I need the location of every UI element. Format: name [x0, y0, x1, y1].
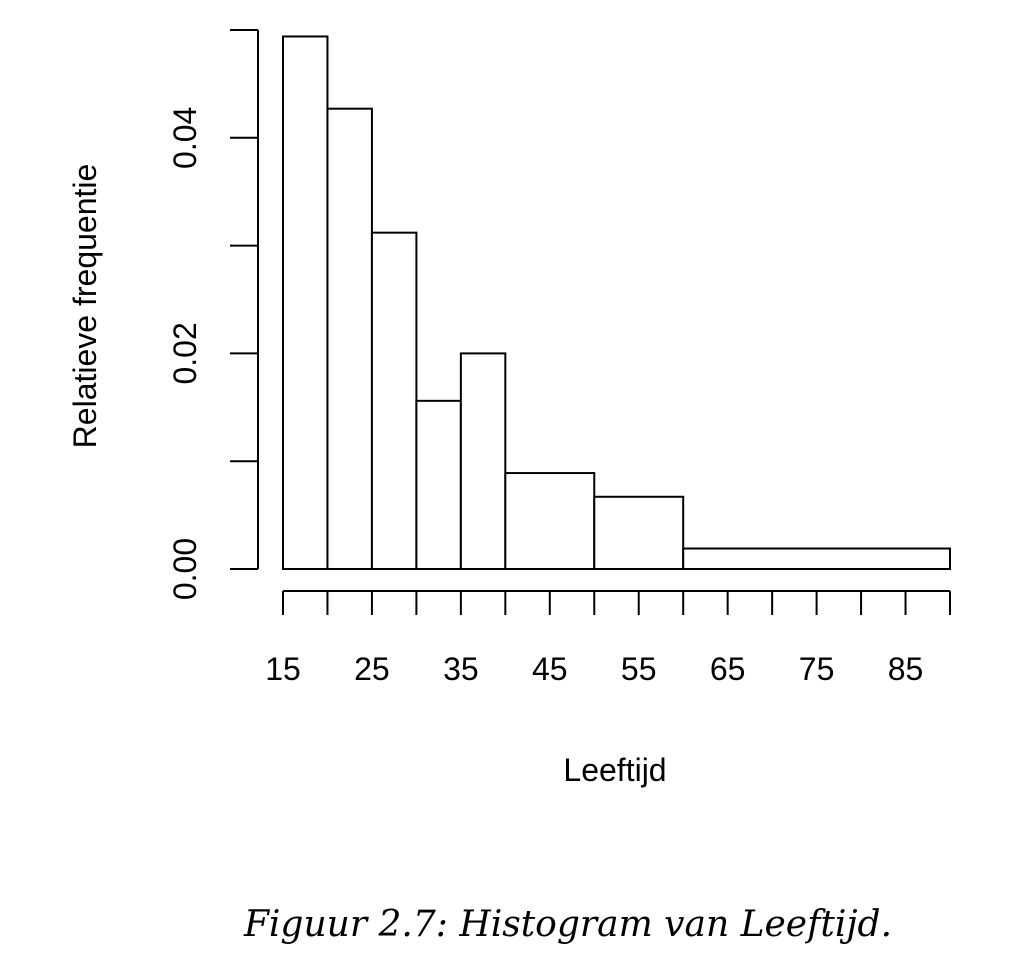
histogram-bar-20-25	[326, 107, 373, 570]
x-tick-label: 15	[265, 651, 301, 687]
figure-caption: Figuur 2.7: Histogram van Leeftijd.	[243, 904, 892, 945]
histogram-bar-30-35	[415, 399, 462, 570]
x-tick-label: 85	[888, 651, 924, 687]
histogram-bar-25-30	[370, 231, 418, 570]
x-tick-label: 25	[354, 651, 390, 687]
x-tick-label: 75	[799, 651, 835, 687]
y-axis: 0.00 0.02 0.04	[167, 29, 259, 600]
histogram-bars	[282, 35, 951, 571]
x-axis: 15 25 35 45 55 65 75 85	[265, 590, 951, 687]
x-axis-label: Leeftijd	[563, 752, 666, 788]
histogram-bar-40-50	[504, 472, 596, 571]
x-tick-label: 55	[621, 651, 657, 687]
x-tick-label: 65	[710, 651, 746, 687]
histogram-bar-50-60	[593, 495, 685, 570]
x-tick-label: 35	[443, 651, 479, 687]
y-axis-label: Relatieve frequentie	[67, 164, 103, 449]
y-tick-label: 0.02	[167, 322, 203, 384]
y-tick-label: 0.04	[167, 107, 203, 169]
x-tick-label: 45	[532, 651, 568, 687]
histogram-bar-35-40	[459, 352, 507, 570]
histogram-bar-60-90	[682, 547, 951, 571]
y-tick-label: 0.00	[167, 538, 203, 600]
histogram-bar-15-20	[282, 35, 329, 570]
